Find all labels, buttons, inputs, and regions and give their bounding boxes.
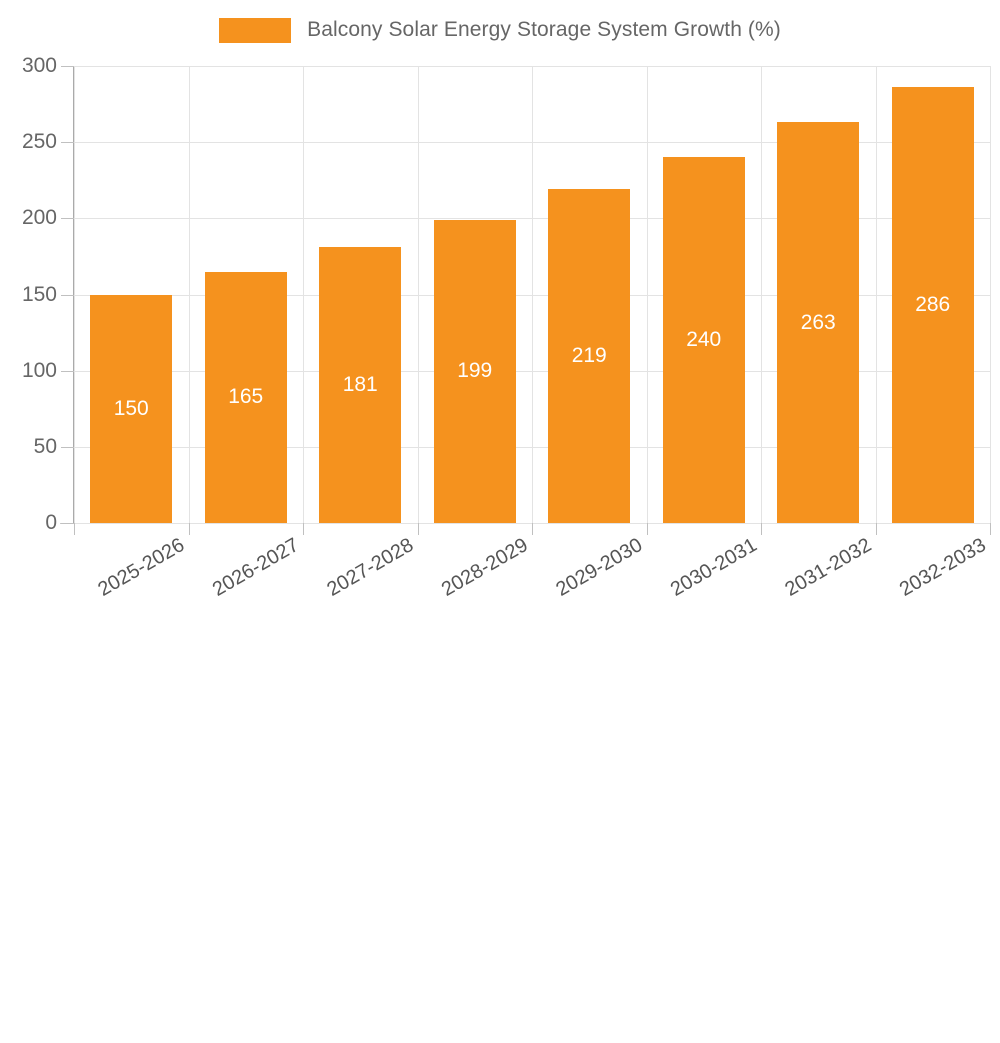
y-tick-mark [61,370,74,372]
gridline-vertical [188,66,190,523]
x-tick-mark [532,523,533,535]
plot-area: 0 50 100 150 200 250 300 150 165 181 199 219 240 263… [22,54,991,534]
x-tick-mark [990,523,991,535]
gridline-vertical [761,66,762,523]
bar[interactable] [90,294,173,523]
y-axis-tick-label: 50 [33,434,57,458]
bar[interactable] [777,122,860,523]
y-tick-mark [61,294,74,296]
bar[interactable] [204,271,287,523]
y-tick-mark [61,446,74,448]
legend-label: Balcony Solar Energy Storage System Grow… [307,18,781,41]
gridline-vertical [646,66,648,523]
x-axis-tick-label: 2032-2033 [895,534,990,601]
x-tick-mark [74,523,75,535]
y-tick-mark [61,218,74,220]
gridline-vertical [74,66,75,523]
legend-color-swatch [219,17,292,43]
bar[interactable] [433,219,516,523]
y-tick-mark [61,523,74,524]
x-tick-mark [303,523,304,535]
y-axis-tick-label: 300 [21,54,57,77]
x-tick-mark [417,523,419,535]
gridline-vertical [417,66,419,523]
bar[interactable] [548,189,631,523]
bar[interactable] [662,157,745,523]
y-axis-tick-label: 100 [21,358,57,382]
x-tick-mark [646,523,648,535]
bar[interactable] [319,247,402,523]
x-tick-mark [188,523,190,535]
y-axis-tick-label: 250 [21,130,57,154]
y-axis-tick-label: 0 [45,511,57,534]
chart-legend: Balcony Solar Energy Storage System Grow… [0,0,1000,60]
y-axis-tick-label: 150 [21,282,57,306]
x-axis-tick-label: 2031-2032 [781,534,876,601]
gridline-vertical [532,66,533,523]
bar[interactable] [891,87,974,523]
gridline-vertical [303,66,304,523]
x-tick-mark [875,523,877,535]
x-tick-mark [761,523,762,535]
y-tick-mark [61,142,74,144]
bar-chart: Balcony Solar Energy Storage System Grow… [0,0,1000,601]
y-axis-tick-label: 200 [21,206,57,230]
gridline-vertical [875,66,877,523]
y-tick-mark [61,66,74,67]
gridline-vertical [990,66,991,523]
